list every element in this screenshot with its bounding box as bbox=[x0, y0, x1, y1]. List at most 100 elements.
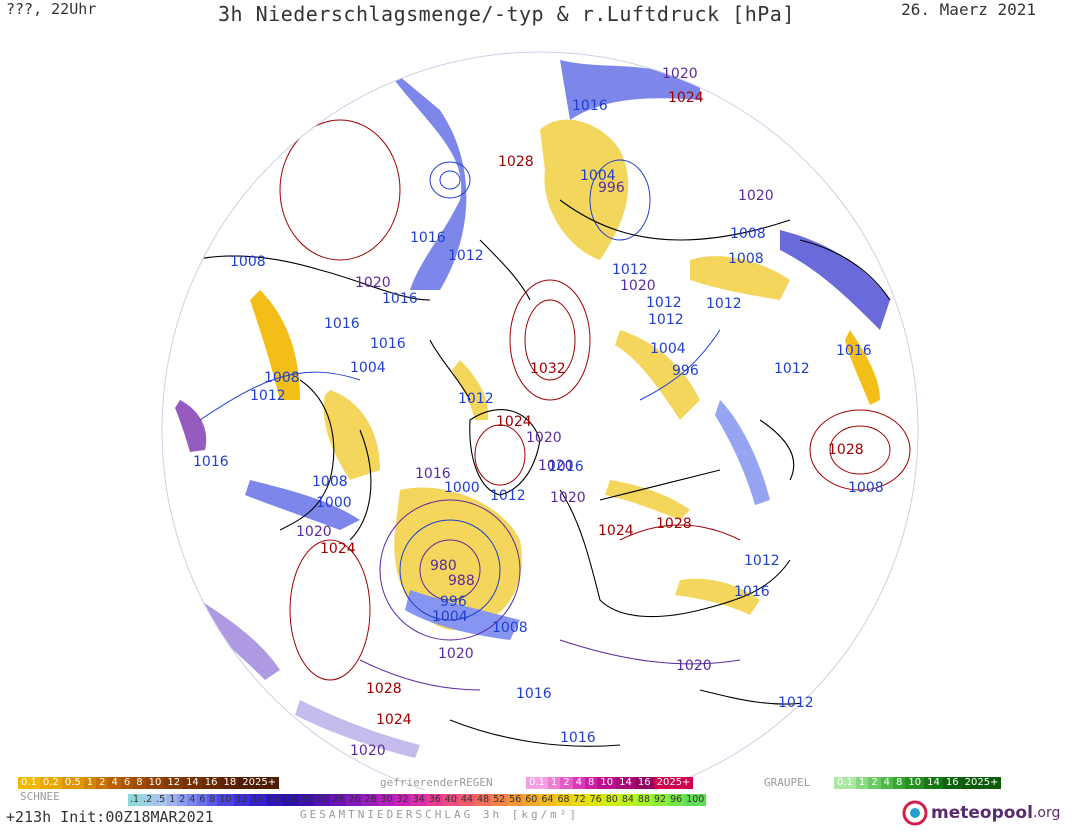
scale-step: 56 bbox=[507, 794, 524, 806]
total-precip-scale: .1.2.5 1 2 4 6 8 10 12 14 16 18 20 22 24 26 28 30 32 34 36 4… bbox=[128, 794, 707, 806]
snow-scale: 0.1 0.2 0.5 1 2 4 6 8 10 12 14 16 18 2025+ bbox=[18, 777, 280, 789]
map-title: 3h Niederschlagsmenge/-typ & r.Luftdruck… bbox=[218, 2, 795, 26]
scale-step: 22 bbox=[314, 794, 331, 806]
isobar-label: 1028 bbox=[366, 681, 402, 697]
scale-step: 100 bbox=[684, 794, 707, 806]
scale-step: 10 bbox=[597, 777, 617, 789]
scale-step: 18 bbox=[220, 777, 240, 789]
scale-step: 8 bbox=[585, 777, 598, 789]
scale-step: 36 bbox=[426, 794, 443, 806]
scale-step: 1 bbox=[855, 777, 869, 789]
isobar-label: 1012 bbox=[774, 361, 810, 377]
scale-step: 1 bbox=[167, 794, 178, 806]
scale-step: 16 bbox=[265, 794, 282, 806]
scale-step: 72 bbox=[571, 794, 588, 806]
scale-step: 4 bbox=[108, 777, 121, 789]
freezing-rain-scale: 0.1 1 2 4 8 10 14 16 2025+ bbox=[526, 777, 694, 789]
scale-step: 30 bbox=[378, 794, 395, 806]
scale-step: 14 bbox=[616, 777, 635, 789]
scale-step: 48 bbox=[474, 794, 492, 806]
isobar-label: 1012 bbox=[490, 488, 526, 504]
isobar-label: 1004 bbox=[580, 168, 616, 184]
isobar-label: 1012 bbox=[744, 553, 780, 569]
isobar-label: 996 bbox=[440, 594, 467, 610]
freezing-rain-label: gefrierenderREGEN bbox=[380, 776, 493, 789]
scale-step: 6 bbox=[197, 794, 208, 806]
scale-step: 20 bbox=[297, 794, 315, 806]
isobar-label: 1012 bbox=[706, 296, 742, 312]
isobar-label: 1008 bbox=[312, 474, 348, 490]
isobar-label: 1016 bbox=[382, 291, 418, 307]
scale-step: 2025+ bbox=[239, 777, 280, 789]
isobar-label: 1012 bbox=[612, 262, 648, 278]
scale-step: 2 bbox=[560, 777, 573, 789]
scale-step: 16 bbox=[942, 777, 962, 789]
scale-step: 2025+ bbox=[961, 777, 1002, 789]
isobar-label: 1008 bbox=[728, 251, 764, 267]
scale-step: 16 bbox=[201, 777, 221, 789]
graupel-label: GRAUPEL bbox=[764, 776, 811, 789]
isobar-label: 1020 bbox=[676, 658, 712, 674]
isobar-label: 996 bbox=[598, 180, 625, 196]
scale-step: .1 bbox=[128, 794, 142, 806]
scale-step: 40 bbox=[442, 794, 459, 806]
isobar-label: 1012 bbox=[648, 312, 684, 328]
isobar-label: 1024 bbox=[376, 712, 412, 728]
isobar-label: 1020 bbox=[662, 66, 698, 82]
isobar-label: 1008 bbox=[264, 370, 300, 386]
scale-step: 2 bbox=[96, 777, 109, 789]
scale-step: 18 bbox=[281, 794, 298, 806]
isobar-label: 1012 bbox=[646, 295, 682, 311]
brand-suffix: .org bbox=[1032, 805, 1061, 821]
scale-step: 14 bbox=[249, 794, 266, 806]
brand-name: meteopool bbox=[931, 803, 1033, 823]
scale-step: 1 bbox=[83, 777, 97, 789]
scale-step: 10 bbox=[905, 777, 925, 789]
isobar-label: 1020 bbox=[550, 490, 586, 506]
isobar-label: 1024 bbox=[598, 523, 634, 539]
scale-step: 80 bbox=[603, 794, 620, 806]
isobar-label: 1008 bbox=[492, 620, 528, 636]
isobar-label: 1028 bbox=[656, 516, 692, 532]
isobar-label: 1008 bbox=[730, 226, 766, 242]
scale-step: 16 bbox=[634, 777, 654, 789]
isobar-label: 1004 bbox=[650, 341, 686, 357]
isobar-lines bbox=[199, 119, 911, 691]
isobar-label: 1016 bbox=[324, 316, 360, 332]
scale-step: 6 bbox=[120, 777, 134, 789]
valid-date: 26. Maerz 2021 bbox=[901, 0, 1036, 19]
isobar-label: 1024 bbox=[320, 541, 356, 557]
isobar-label: 1012 bbox=[778, 695, 814, 711]
isobar-label: 1016 bbox=[560, 730, 596, 746]
map-border bbox=[161, 51, 919, 790]
coastlines bbox=[174, 199, 907, 747]
scale-step: 68 bbox=[555, 794, 572, 806]
isobar-label: 1024 bbox=[668, 90, 704, 106]
isobar-label: 1020 bbox=[538, 458, 574, 474]
isobar-label: 1008 bbox=[848, 480, 884, 496]
scale-step: 4 bbox=[880, 777, 894, 789]
isobar-label: 1000 bbox=[316, 495, 352, 511]
scale-step: 96 bbox=[668, 794, 685, 806]
scale-step: 64 bbox=[539, 794, 556, 806]
scale-step: 14 bbox=[183, 777, 202, 789]
scale-step: 0.5 bbox=[61, 777, 84, 789]
isobar-label: 1008 bbox=[230, 254, 266, 270]
scale-step: 0.1 bbox=[18, 777, 40, 789]
meteopool-logo[interactable]: meteopool .org bbox=[902, 800, 1060, 826]
scale-step: 14 bbox=[924, 777, 943, 789]
isobar-label: 1000 bbox=[444, 480, 480, 496]
scale-step: .2 bbox=[141, 794, 155, 806]
precipitation-layer bbox=[175, 60, 900, 758]
snow-label: SCHNEE bbox=[20, 790, 60, 803]
isobar-label: 1020 bbox=[738, 188, 774, 204]
isobar-label: 1028 bbox=[498, 154, 534, 170]
isobar-label: 988 bbox=[448, 573, 475, 589]
scale-step: 88 bbox=[635, 794, 652, 806]
scale-step: 84 bbox=[619, 794, 636, 806]
scale-step: 4 bbox=[572, 777, 586, 789]
scale-step: 0.1 bbox=[834, 777, 856, 789]
scale-step: 26 bbox=[346, 794, 363, 806]
